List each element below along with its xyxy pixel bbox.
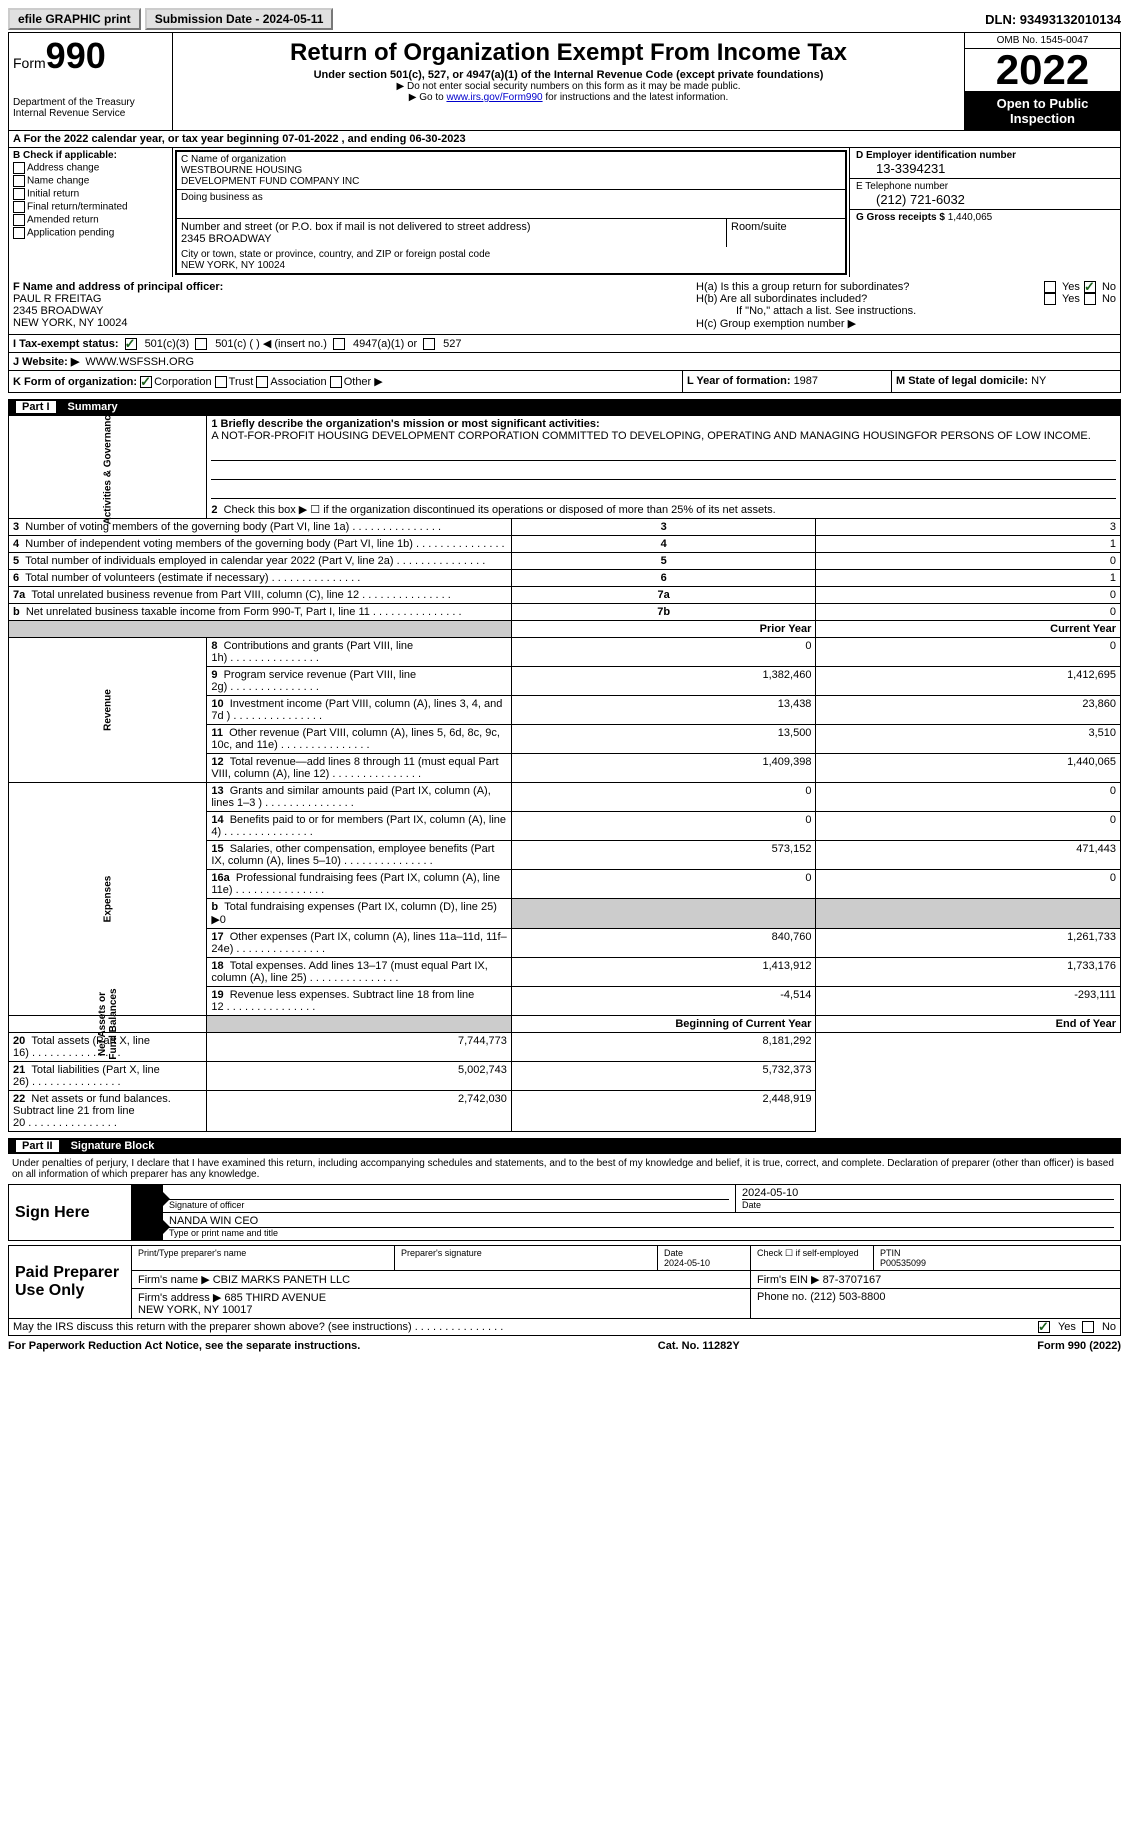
- ha-yes-checkbox[interactable]: [1044, 281, 1056, 293]
- 4947-checkbox[interactable]: [333, 338, 345, 350]
- ptin-value: P00535099: [880, 1258, 926, 1268]
- application-pending-checkbox[interactable]: [13, 227, 25, 239]
- discuss-yes-checkbox[interactable]: [1038, 1321, 1050, 1333]
- gross-label: G Gross receipts $: [856, 212, 948, 223]
- section-j: J Website: ▶ WWW.WSFSSH.ORG: [8, 353, 1121, 371]
- form-number: 990: [46, 35, 106, 76]
- phone-label: E Telephone number: [856, 181, 948, 192]
- dba-label: Doing business as: [181, 192, 263, 203]
- irs-link[interactable]: www.irs.gov/Form990: [446, 92, 542, 103]
- dept-text: Department of the Treasury Internal Reve…: [13, 97, 168, 119]
- penalties-text: Under penalties of perjury, I declare th…: [8, 1154, 1121, 1184]
- section-klm: K Form of organization: Corporation Trus…: [8, 371, 1121, 393]
- amended-return-checkbox[interactable]: [13, 214, 25, 226]
- part1-header: Part I Summary: [8, 399, 1121, 415]
- tax-year: 2022: [965, 49, 1120, 92]
- org-name: WESTBOURNE HOUSING DEVELOPMENT FUND COMP…: [181, 165, 359, 187]
- sig-date: 2024-05-10: [742, 1187, 798, 1199]
- phone-value: (212) 721-6032: [856, 192, 1114, 207]
- officer-addr1: 2345 BROADWAY: [13, 305, 103, 317]
- firm-name: CBIZ MARKS PANETH LLC: [213, 1274, 350, 1286]
- room-label: Room/suite: [727, 219, 845, 247]
- officer-signed-name: NANDA WIN CEO: [169, 1215, 258, 1227]
- officer-label: F Name and address of principal officer:: [13, 281, 223, 293]
- org-name-label: C Name of organization: [181, 154, 286, 165]
- public-inspection: Open to Public Inspection: [965, 92, 1120, 130]
- dln-text: DLN: 93493132010134: [985, 12, 1121, 27]
- hb-yes-checkbox[interactable]: [1044, 293, 1056, 305]
- gross-value: 1,440,065: [948, 212, 993, 223]
- form-prefix: Form: [13, 55, 46, 71]
- section-fh: F Name and address of principal officer:…: [8, 277, 1121, 335]
- mission-text: A NOT-FOR-PROFIT HOUSING DEVELOPMENT COR…: [211, 430, 1090, 442]
- website-value: WWW.WSFSSH.ORG: [85, 356, 194, 368]
- other-checkbox[interactable]: [330, 376, 342, 388]
- section-b-label: B Check if applicable:: [13, 150, 117, 161]
- hb-label: H(b) Are all subordinates included?: [696, 293, 1040, 305]
- initial-return-checkbox[interactable]: [13, 188, 25, 200]
- trust-checkbox[interactable]: [215, 376, 227, 388]
- form-subtitle: Under section 501(c), 527, or 4947(a)(1)…: [177, 69, 960, 81]
- section-i: I Tax-exempt status: 501(c)(3) 501(c) ( …: [8, 335, 1121, 353]
- arrow-icon: [132, 1185, 163, 1213]
- ein-value: 13-3394231: [856, 161, 1114, 176]
- form-header: Form990 Department of the Treasury Inter…: [8, 32, 1121, 131]
- assoc-checkbox[interactable]: [256, 376, 268, 388]
- preparer-table: Paid Preparer Use Only Print/Type prepar…: [8, 1245, 1121, 1319]
- corp-checkbox[interactable]: [140, 376, 152, 388]
- officer-name: PAUL R FREITAG: [13, 293, 101, 305]
- efile-button[interactable]: efile GRAPHIC print: [8, 8, 141, 30]
- top-bar: efile GRAPHIC print Submission Date - 20…: [8, 8, 1121, 30]
- address-change-checkbox[interactable]: [13, 162, 25, 174]
- name-change-checkbox[interactable]: [13, 175, 25, 187]
- firm-ein: 87-3707167: [823, 1274, 882, 1286]
- page-footer: For Paperwork Reduction Act Notice, see …: [8, 1336, 1121, 1356]
- discuss-row: May the IRS discuss this return with the…: [8, 1319, 1121, 1336]
- hb-note: If "No," attach a list. See instructions…: [696, 305, 1116, 317]
- prep-date: 2024-05-10: [664, 1258, 710, 1268]
- summary-table: Activities & Governance 1 Briefly descri…: [8, 415, 1121, 1132]
- city-label: City or town, state or province, country…: [181, 249, 490, 260]
- submission-button[interactable]: Submission Date - 2024-05-11: [145, 8, 334, 30]
- section-bcd: B Check if applicable: Address change Na…: [8, 148, 1121, 277]
- line-a: A For the 2022 calendar year, or tax yea…: [8, 131, 1121, 148]
- city-value: NEW YORK, NY 10024: [181, 260, 285, 271]
- 527-checkbox[interactable]: [423, 338, 435, 350]
- 501c3-checkbox[interactable]: [125, 338, 137, 350]
- form-title: Return of Organization Exempt From Incom…: [177, 39, 960, 67]
- arrow-icon: [132, 1213, 163, 1241]
- ha-no-checkbox[interactable]: [1084, 281, 1096, 293]
- form-note1: ▶ Do not enter social security numbers o…: [177, 81, 960, 92]
- ha-label: H(a) Is this a group return for subordin…: [696, 281, 1040, 293]
- sign-here-table: Sign Here Signature of officer 2024-05-1…: [8, 1184, 1121, 1241]
- state-domicile: NY: [1031, 375, 1046, 387]
- hb-no-checkbox[interactable]: [1084, 293, 1096, 305]
- ein-label: D Employer identification number: [856, 150, 1016, 161]
- 501c-checkbox[interactable]: [195, 338, 207, 350]
- hc-label: H(c) Group exemption number ▶: [696, 317, 1116, 330]
- officer-addr2: NEW YORK, NY 10024: [13, 317, 128, 329]
- part2-header: Part II Signature Block: [8, 1138, 1121, 1154]
- mission-label: 1 Briefly describe the organization's mi…: [211, 418, 599, 430]
- firm-phone: (212) 503-8800: [810, 1291, 885, 1303]
- final-return-checkbox[interactable]: [13, 201, 25, 213]
- street-label: Number and street (or P.O. box if mail i…: [181, 221, 531, 233]
- year-formation: 1987: [794, 375, 818, 387]
- discuss-no-checkbox[interactable]: [1082, 1321, 1094, 1333]
- street-value: 2345 BROADWAY: [181, 233, 271, 245]
